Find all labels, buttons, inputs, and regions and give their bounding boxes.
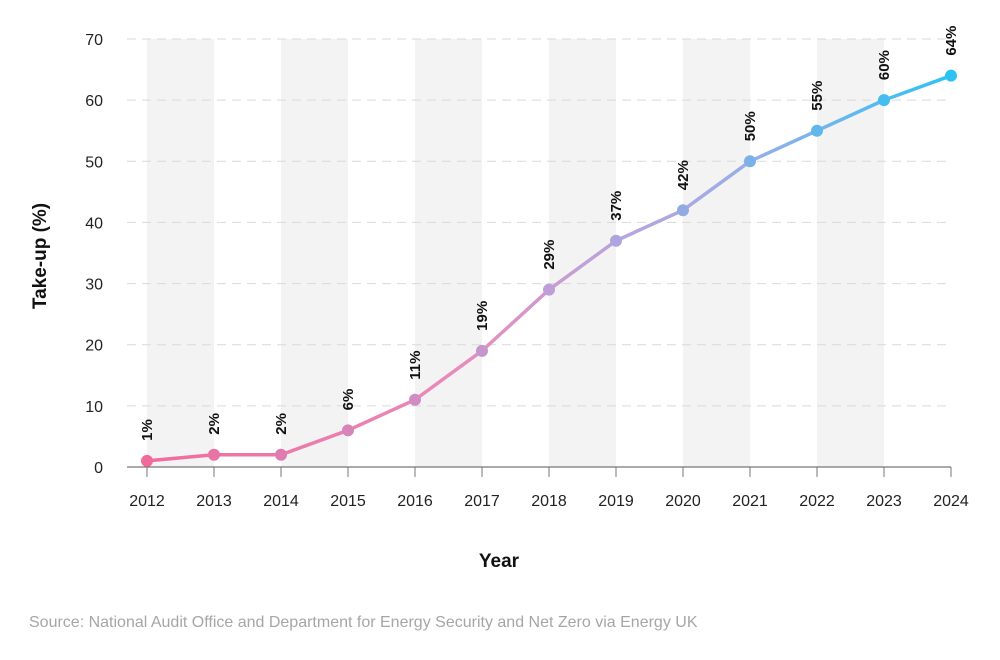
background-band bbox=[415, 39, 482, 467]
data-label: 2% bbox=[206, 413, 223, 435]
data-point bbox=[543, 283, 555, 296]
background-band bbox=[549, 39, 616, 467]
data-label: 1% bbox=[139, 419, 156, 441]
data-label: 60% bbox=[876, 50, 893, 80]
y-tick-label: 50 bbox=[85, 154, 103, 171]
y-tick-label: 0 bbox=[94, 460, 103, 477]
background-band bbox=[281, 39, 348, 467]
x-axis-title: Year bbox=[479, 551, 520, 572]
data-label: 6% bbox=[340, 389, 357, 411]
data-label: 19% bbox=[474, 301, 491, 331]
data-label: 42% bbox=[675, 160, 692, 190]
x-tick-label: 2012 bbox=[129, 493, 165, 510]
line-chart: 0 10 20 30 40 50 60 70 2012 2013 2014 2015 2016 2017 2… bbox=[30, 26, 969, 572]
data-point bbox=[677, 204, 689, 217]
data-point bbox=[878, 94, 890, 107]
x-tick-label: 2013 bbox=[196, 493, 232, 510]
data-label: 2% bbox=[273, 413, 290, 435]
y-tick-label: 10 bbox=[85, 399, 103, 416]
y-tick-label: 70 bbox=[85, 32, 103, 49]
x-tick-label: 2017 bbox=[464, 493, 500, 510]
data-point bbox=[409, 393, 421, 406]
x-tick-label: 2015 bbox=[330, 493, 366, 510]
x-tick-label: 2024 bbox=[933, 493, 969, 510]
data-label: 37% bbox=[608, 191, 625, 221]
data-point bbox=[811, 124, 823, 137]
y-tick-label: 30 bbox=[85, 277, 103, 294]
data-point bbox=[945, 69, 957, 82]
y-tick-label: 60 bbox=[85, 93, 103, 110]
x-tick-label: 2022 bbox=[799, 493, 835, 510]
y-tick-label: 40 bbox=[85, 215, 103, 232]
background-band bbox=[683, 39, 750, 467]
data-point bbox=[141, 454, 153, 467]
source-note: Source: National Audit Office and Depart… bbox=[29, 614, 698, 631]
data-label: 29% bbox=[541, 240, 558, 270]
x-tick-label: 2019 bbox=[598, 493, 634, 510]
data-point bbox=[208, 448, 220, 461]
background-band bbox=[147, 39, 214, 467]
data-label: 50% bbox=[742, 111, 759, 141]
data-point bbox=[744, 155, 756, 168]
x-tick-label: 2018 bbox=[531, 493, 567, 510]
y-tick-label: 20 bbox=[85, 338, 103, 355]
x-tick-label: 2020 bbox=[665, 493, 701, 510]
background-band bbox=[817, 39, 884, 467]
x-tick-label: 2016 bbox=[397, 493, 433, 510]
data-label: 11% bbox=[407, 351, 424, 380]
x-tick-label: 2023 bbox=[866, 493, 902, 510]
data-point bbox=[275, 448, 287, 461]
y-axis-title: Take-up (%) bbox=[30, 203, 51, 309]
x-tick-label: 2014 bbox=[263, 493, 299, 510]
data-point bbox=[342, 424, 354, 437]
data-label: 64% bbox=[943, 26, 960, 56]
data-label: 55% bbox=[809, 81, 826, 111]
x-tick-label: 2021 bbox=[732, 493, 768, 510]
data-point bbox=[610, 234, 622, 247]
data-point bbox=[476, 344, 488, 357]
